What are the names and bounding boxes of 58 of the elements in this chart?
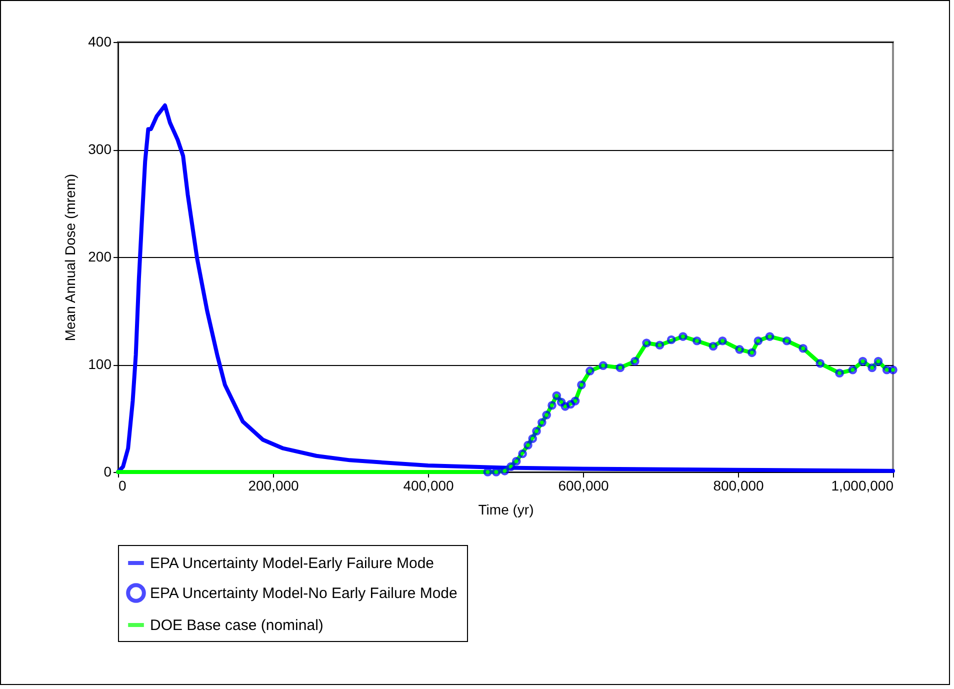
point (586, 366, 594, 376)
point (500, 466, 510, 476)
legend-label: DOE Base case (nominal) (150, 617, 324, 634)
point (874, 356, 883, 366)
legend-label: EPA Uncertainty Model-Early Failure Mode (150, 555, 434, 572)
point (708, 342, 718, 351)
point (512, 456, 521, 466)
point (868, 363, 876, 372)
y-tick-label: 400 (88, 34, 112, 50)
point (655, 340, 664, 350)
point (735, 345, 744, 354)
x-tick-label: 400,000 (403, 478, 454, 494)
point (678, 332, 688, 341)
y-tick-label: 0 (104, 464, 112, 480)
x-tick-label: 1,000,000 (831, 478, 894, 494)
x-tick-label: 0 (118, 478, 126, 494)
point (518, 449, 527, 458)
point (888, 365, 898, 374)
point (642, 338, 651, 348)
point (560, 402, 570, 411)
point (566, 400, 576, 409)
point (616, 363, 625, 372)
y-tick-label: 200 (88, 248, 112, 264)
point (556, 398, 566, 407)
point (548, 400, 556, 410)
point (598, 361, 608, 370)
point (538, 418, 546, 427)
point (718, 336, 727, 346)
point (630, 356, 640, 366)
point (577, 380, 586, 390)
y-tick-label: 100 (88, 356, 112, 372)
point (506, 462, 516, 472)
x-axis-title: Time (yr) (478, 502, 534, 518)
y-axis-title: Mean Annual Dose (mrem) (62, 174, 78, 342)
point (858, 356, 868, 366)
point (748, 348, 756, 358)
y-tick-label: 300 (88, 141, 112, 157)
point (882, 365, 892, 374)
point (570, 396, 580, 406)
legend-label: EPA Uncertainty Model-No Early Failure Mode (150, 585, 458, 602)
point (798, 344, 808, 353)
x-tick-label: 600,000 (558, 478, 610, 494)
point (754, 336, 763, 346)
point (524, 440, 532, 450)
point (532, 426, 541, 436)
line-series (116, 103, 895, 474)
x-tick-label: 200,000 (248, 478, 300, 494)
point (542, 410, 551, 420)
point (848, 365, 858, 374)
point (692, 336, 702, 346)
point (666, 335, 676, 344)
point (835, 368, 844, 378)
point (552, 391, 562, 400)
point (782, 336, 792, 346)
x-tick-label: 800,000 (713, 478, 764, 494)
point (765, 332, 774, 341)
point (528, 434, 538, 444)
point (816, 359, 825, 368)
